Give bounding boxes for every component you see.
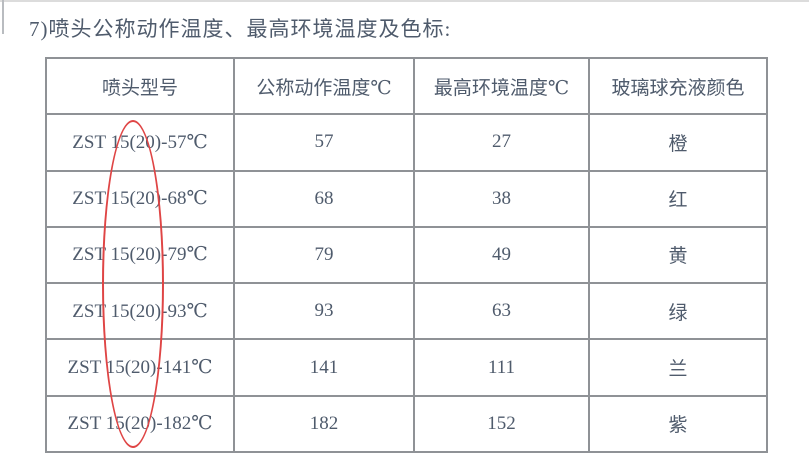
cell-nominal-temp: 93: [233, 282, 415, 341]
page-top-edge-line: [0, 0, 809, 2]
cell-max-ambient: 111: [413, 338, 590, 397]
cell-bulb-color: 红: [588, 169, 768, 228]
cell-model: ZST 15(20)-57℃: [45, 113, 235, 172]
cell-model: ZST 15(20)-79℃: [45, 225, 235, 285]
cell-bulb-color: 橙: [588, 113, 768, 172]
cell-max-ambient: 63: [413, 282, 590, 341]
cell-bulb-color: 绿: [588, 282, 768, 341]
cell-nominal-temp: 182: [233, 394, 415, 454]
header-max-ambient: 最高环境温度℃: [413, 56, 590, 116]
cell-nominal-temp: 141: [233, 338, 415, 397]
cell-max-ambient: 27: [413, 113, 590, 172]
cell-nominal-temp: 57: [233, 113, 415, 172]
cell-model: ZST 15(20)-182℃: [45, 394, 235, 454]
table-row: ZST 15(20)-182℃ 182 152 紫: [45, 394, 768, 454]
page-left-edge-tick: [2, 0, 4, 34]
cell-model: ZST 15(20)-68℃: [45, 169, 235, 228]
header-model: 喷头型号: [45, 56, 235, 116]
table-row: ZST 15(20)-141℃ 141 111 兰: [45, 338, 768, 397]
cell-bulb-color: 紫: [588, 394, 768, 454]
header-bulb-color: 玻璃球充液颜色: [588, 56, 768, 116]
section-heading: 7)喷头公称动作温度、最高环境温度及色标:: [29, 17, 452, 41]
cell-model: ZST 15(20)-141℃: [45, 338, 235, 397]
sprinkler-temperature-table: 喷头型号 公称动作温度℃ 最高环境温度℃ 玻璃球充液颜色 ZST 15(20)-…: [45, 56, 768, 454]
table-row: ZST 15(20)-57℃ 57 27 橙: [45, 113, 768, 172]
cell-bulb-color: 兰: [588, 338, 768, 397]
table-row: ZST 15(20)-68℃ 68 38 红: [45, 169, 768, 228]
table-row: ZST 15(20)-93℃ 93 63 绿: [45, 282, 768, 341]
cell-nominal-temp: 79: [233, 225, 415, 285]
table-row: ZST 15(20)-79℃ 79 49 黄: [45, 225, 768, 285]
cell-max-ambient: 38: [413, 169, 590, 228]
cell-model: ZST 15(20)-93℃: [45, 282, 235, 341]
cell-nominal-temp: 68: [233, 169, 415, 228]
cell-max-ambient: 152: [413, 394, 590, 454]
header-nominal-temp: 公称动作温度℃: [233, 56, 415, 116]
cell-max-ambient: 49: [413, 225, 590, 285]
table-header-row: 喷头型号 公称动作温度℃ 最高环境温度℃ 玻璃球充液颜色: [45, 56, 768, 116]
cell-bulb-color: 黄: [588, 225, 768, 285]
